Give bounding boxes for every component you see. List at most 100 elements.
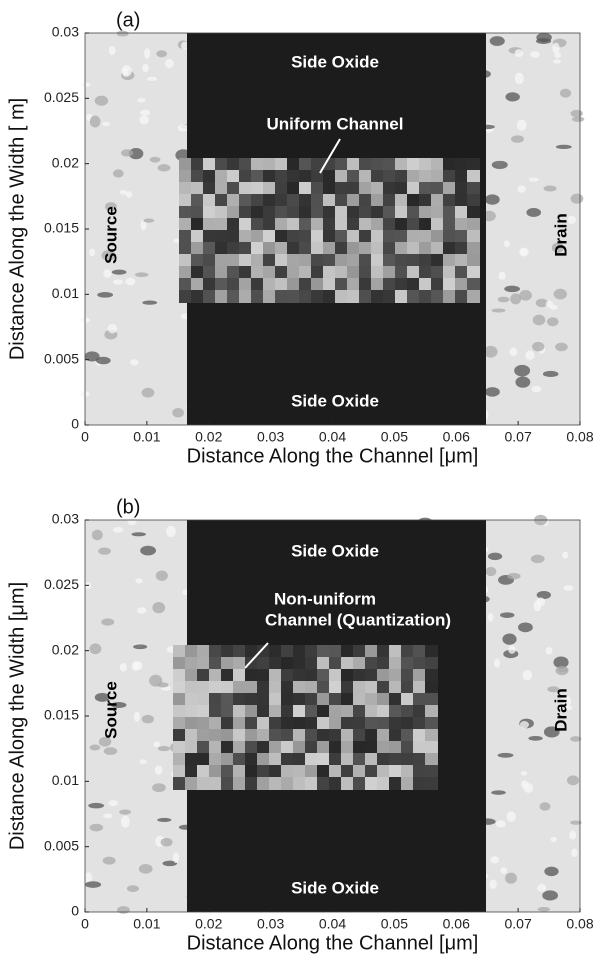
channel-cell (179, 206, 192, 219)
channel-cell (305, 741, 318, 754)
channel-cell (347, 278, 360, 291)
channel-cell (233, 741, 246, 754)
channel-cell (377, 669, 390, 682)
x-tick-label: 0.02 (195, 916, 222, 932)
speckle (553, 656, 569, 669)
channel-cell (425, 777, 438, 790)
channel-cell (281, 717, 294, 730)
y-tick-label: 0.01 (52, 285, 79, 301)
channel-cell (401, 693, 414, 706)
channel-cell (365, 765, 378, 778)
speckle (153, 741, 161, 748)
channel-cell (179, 230, 192, 243)
channel-cell (185, 693, 198, 706)
speckle (98, 736, 112, 747)
channel-cell (311, 182, 324, 195)
x-tick-label: 0.01 (133, 916, 160, 932)
channel-cell (173, 705, 186, 718)
channel-cell (227, 182, 240, 195)
channel-cell (245, 777, 258, 790)
speckle (562, 551, 569, 559)
channel-cell (299, 158, 312, 171)
channel-cell (329, 765, 342, 778)
channel-cell (359, 266, 372, 279)
channel-cell (419, 158, 432, 171)
channel-cell (413, 645, 426, 658)
channel-cell (341, 657, 354, 670)
panel: 0 0.01 0.02 0.03 0.04 0.05 0.06 0.07 0.08 0 0.005 0… (6, 496, 594, 954)
y-tick-label: 0.025 (44, 576, 79, 592)
channel-cell (371, 206, 384, 219)
channel-cell (431, 170, 444, 183)
speckle (139, 115, 149, 125)
speckle (119, 809, 131, 815)
channel-cell (227, 218, 240, 231)
speckle (546, 317, 559, 327)
channel-cell (431, 278, 444, 291)
channel-cell (335, 242, 348, 255)
x-tick-label: 0.07 (505, 429, 532, 445)
annotation: Drain (551, 688, 570, 731)
channel-cell (263, 158, 276, 171)
channel-cell (269, 693, 282, 706)
channel-cell (353, 693, 366, 706)
annotation: Source (101, 206, 120, 264)
channel-cell (245, 705, 258, 718)
speckle (152, 601, 166, 614)
x-tick-label: 0.01 (133, 429, 160, 445)
channel-cell (335, 218, 348, 231)
channel-cell (251, 206, 264, 219)
channel-cell (371, 266, 384, 279)
channel-cell (281, 669, 294, 682)
speckle (105, 202, 117, 212)
channel-cell (203, 278, 216, 291)
channel-cell (227, 242, 240, 255)
channel-cell (251, 182, 264, 195)
channel-cell (443, 194, 456, 207)
channel-cell (359, 158, 372, 171)
channel-cell (293, 705, 306, 718)
speckle (107, 323, 118, 334)
speckle (89, 643, 102, 655)
x-tick-label: 0.06 (443, 916, 470, 932)
channel-cell (173, 741, 186, 754)
channel-cell (179, 170, 192, 183)
channel-cell (251, 158, 264, 171)
speckle (497, 296, 510, 303)
channel-cell (233, 645, 246, 658)
speckle (536, 590, 552, 600)
speckle (94, 692, 110, 702)
speckle (94, 95, 109, 106)
channel-cell (203, 266, 216, 279)
channel-cell (395, 230, 408, 243)
channel-cell (221, 693, 234, 706)
channel-cell (179, 158, 192, 171)
channel-cell (329, 669, 342, 682)
channel-cell (233, 777, 246, 790)
channel-cell (353, 705, 366, 718)
channel-cell (341, 681, 354, 694)
speckle (514, 364, 531, 377)
channel-cell (269, 717, 282, 730)
channel-cell (251, 242, 264, 255)
channel-cell (293, 657, 306, 670)
speckle (563, 585, 574, 591)
speckle (491, 308, 506, 313)
channel-cell (389, 741, 402, 754)
speckle (504, 285, 520, 293)
channel-cell (419, 194, 432, 207)
channel-cell (335, 230, 348, 243)
channel-cell (371, 278, 384, 291)
channel-cell (173, 657, 186, 670)
channel-cell (281, 729, 294, 742)
x-tick-label: 0.02 (195, 429, 222, 445)
y-axis-label: Distance Along the Width [μm] (6, 582, 28, 850)
channel-cell (245, 645, 258, 658)
speckle (112, 526, 124, 533)
channel-cell (269, 729, 282, 742)
channel-cell (467, 158, 480, 171)
channel-cell (317, 729, 330, 742)
channel-cell (371, 170, 384, 183)
channel-cell (299, 170, 312, 183)
channel-cell (395, 182, 408, 195)
